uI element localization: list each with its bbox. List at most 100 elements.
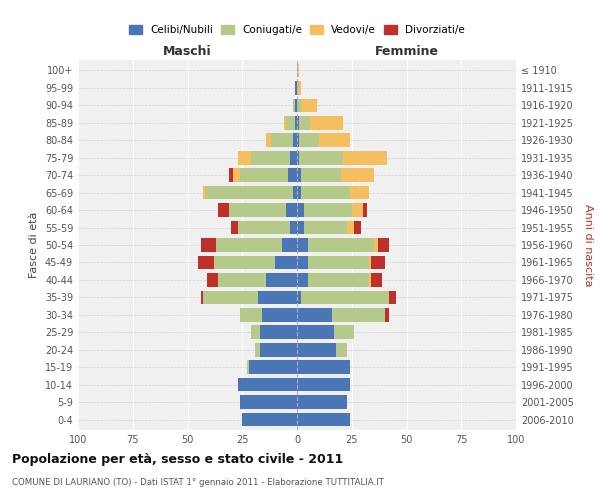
Bar [240,308,262,322]
Bar [256,343,260,356]
Bar [262,308,297,322]
Bar [301,186,350,200]
Bar [343,151,387,164]
Bar [257,290,297,304]
Bar [369,256,371,270]
Bar [301,98,317,112]
Y-axis label: Anni di nascita: Anni di nascita [583,204,593,286]
Bar [301,290,389,304]
Bar [286,204,297,217]
Bar [371,273,382,286]
Bar [354,220,361,234]
Bar [319,134,350,147]
Bar [385,308,389,322]
Bar [284,116,286,130]
Bar [297,326,334,339]
Bar [297,168,301,182]
Bar [238,151,251,164]
Bar [304,220,347,234]
Bar [297,186,301,200]
Bar [242,412,297,426]
Bar [374,238,378,252]
Bar [290,220,297,234]
Bar [308,273,369,286]
Bar [337,343,347,356]
Bar [297,343,337,356]
Bar [297,396,347,409]
Bar [297,256,308,270]
Bar [352,204,362,217]
Bar [299,134,319,147]
Bar [297,308,332,322]
Bar [293,134,297,147]
Bar [308,256,369,270]
Bar [347,220,354,234]
Bar [297,220,304,234]
Bar [295,116,297,130]
Bar [205,186,293,200]
Bar [203,186,205,200]
Bar [229,168,233,182]
Y-axis label: Fasce di età: Fasce di età [29,212,39,278]
Bar [247,360,249,374]
Bar [297,98,301,112]
Bar [297,64,299,78]
Bar [200,238,216,252]
Text: Popolazione per età, sesso e stato civile - 2011: Popolazione per età, sesso e stato civil… [12,452,343,466]
Bar [297,378,350,392]
Bar [251,326,260,339]
Bar [281,238,297,252]
Bar [334,326,354,339]
Bar [295,81,297,94]
Bar [229,204,286,217]
Bar [260,326,297,339]
Bar [232,220,238,234]
Bar [290,151,297,164]
Bar [299,116,310,130]
Bar [233,168,240,182]
Bar [240,168,288,182]
Bar [297,116,299,130]
Bar [200,290,203,304]
Bar [286,116,295,130]
Bar [297,204,304,217]
Bar [260,343,297,356]
Text: Femmine: Femmine [374,46,439,59]
Bar [271,134,293,147]
Bar [389,290,395,304]
Bar [295,98,297,112]
Bar [297,134,299,147]
Legend: Celibi/Nubili, Coniugati/e, Vedovi/e, Divorziati/e: Celibi/Nubili, Coniugati/e, Vedovi/e, Di… [125,21,469,40]
Bar [240,396,297,409]
Bar [199,256,214,270]
Bar [218,273,266,286]
Bar [378,238,389,252]
Bar [297,360,350,374]
Bar [369,273,371,286]
Bar [297,290,301,304]
Bar [362,204,367,217]
Bar [218,204,229,217]
Bar [293,186,297,200]
Bar [251,151,290,164]
Bar [203,290,257,304]
Bar [308,238,374,252]
Bar [350,186,369,200]
Bar [297,412,350,426]
Bar [304,204,352,217]
Bar [288,168,297,182]
Bar [207,273,218,286]
Text: COMUNE DI LAURIANO (TO) - Dati ISTAT 1° gennaio 2011 - Elaborazione TUTTITALIA.I: COMUNE DI LAURIANO (TO) - Dati ISTAT 1° … [12,478,384,487]
Bar [299,151,343,164]
Bar [297,238,308,252]
Text: Maschi: Maschi [163,46,212,59]
Bar [266,273,297,286]
Bar [266,134,271,147]
Bar [293,98,295,112]
Bar [297,151,299,164]
Bar [275,256,297,270]
Bar [238,378,297,392]
Bar [341,168,374,182]
Bar [332,308,385,322]
Bar [371,256,385,270]
